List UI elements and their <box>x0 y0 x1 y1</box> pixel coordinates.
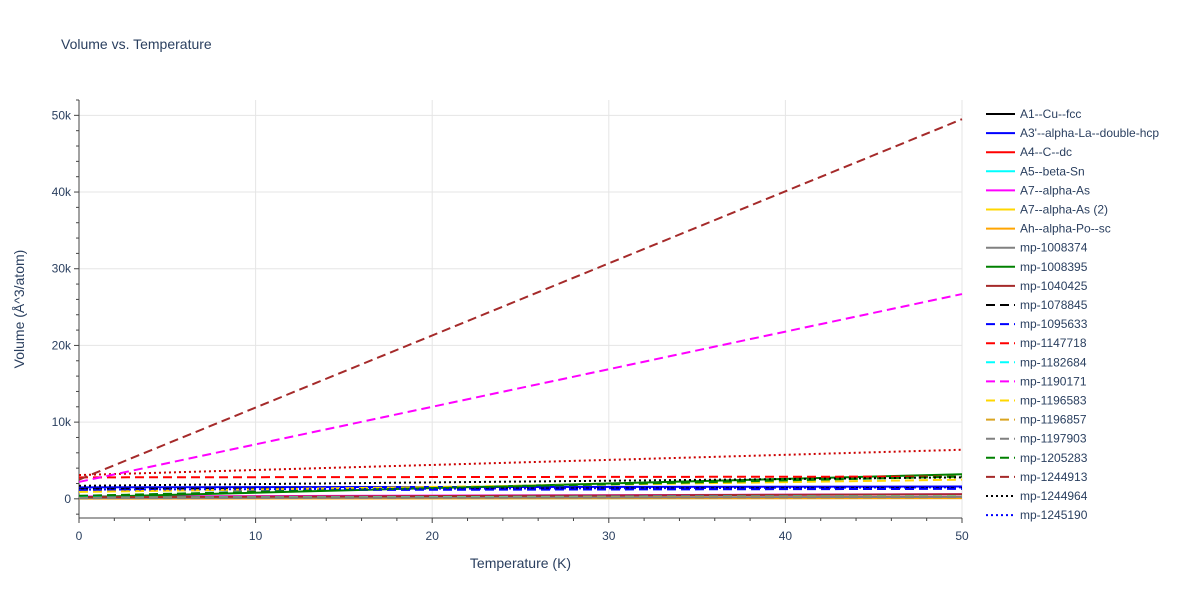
legend-label: A4--C--dc <box>1020 145 1072 159</box>
legend-item[interactable]: mp-1244913 <box>986 470 1088 484</box>
legend-item[interactable]: mp-1095633 <box>986 317 1088 331</box>
y-tick-label: 0 <box>64 492 71 506</box>
legend-label: mp-1244964 <box>1020 489 1088 503</box>
legend-item[interactable]: mp-1040425 <box>986 279 1088 293</box>
x-tick-label: 40 <box>779 529 793 543</box>
legend-item[interactable]: mp-1196857 <box>986 413 1087 427</box>
plot-area <box>78 118 963 500</box>
x-tick-label: 50 <box>955 529 969 543</box>
legend-item[interactable]: A7--alpha-As (2) <box>986 203 1108 217</box>
series-line-19 <box>78 475 963 497</box>
legend-item[interactable]: mp-1078845 <box>986 298 1088 312</box>
legend[interactable]: A1--Cu--fcc A3'--alpha-La--double-hcp A4--… <box>986 107 1159 522</box>
x-tick-label: 20 <box>426 529 440 543</box>
legend-label: A3'--alpha-La--double-hcp <box>1020 126 1159 140</box>
series-line-18 <box>78 496 963 500</box>
series-line-13 <box>78 475 963 479</box>
legend-item[interactable]: mp-1182684 <box>986 355 1087 369</box>
legend-label: mp-1147718 <box>1020 336 1087 350</box>
legend-item[interactable]: mp-1196583 <box>986 394 1087 408</box>
legend-item[interactable]: mp-1008395 <box>986 260 1088 274</box>
legend-item[interactable]: mp-1147718 <box>986 336 1087 350</box>
legend-item[interactable]: mp-1205283 <box>986 451 1088 465</box>
legend-label: mp-1197903 <box>1020 432 1087 446</box>
y-tick-label: 10k <box>52 415 72 429</box>
legend-item[interactable]: A3'--alpha-La--double-hcp <box>986 126 1159 140</box>
series-line-extra <box>78 448 963 477</box>
series-line-21 <box>78 476 963 487</box>
legend-label: mp-1078845 <box>1020 298 1088 312</box>
legend-item[interactable]: mp-1244964 <box>986 489 1088 503</box>
legend-label: mp-1205283 <box>1020 451 1088 465</box>
legend-label: mp-1095633 <box>1020 317 1088 331</box>
legend-item[interactable]: A4--C--dc <box>986 145 1072 159</box>
legend-label: A7--alpha-As (2) <box>1020 203 1108 217</box>
y-tick-label: 30k <box>52 262 72 276</box>
grid <box>78 100 963 518</box>
legend-label: mp-1196583 <box>1020 394 1087 408</box>
legend-item[interactable]: mp-1245190 <box>986 508 1088 522</box>
legend-item[interactable]: mp-1197903 <box>986 432 1087 446</box>
axes: 0 10 20 30 40 50 0 10k 20k 30k 40k 50k <box>52 99 969 543</box>
legend-item[interactable]: mp-1190171 <box>986 374 1087 388</box>
y-axis-title: Volume (Å^3/atom) <box>11 250 27 369</box>
legend-label: A5--beta-Sn <box>1020 164 1085 178</box>
legend-label: mp-1182684 <box>1020 355 1087 369</box>
legend-item[interactable]: mp-1008374 <box>986 241 1088 255</box>
legend-label: mp-1190171 <box>1020 374 1087 388</box>
series-line-22 <box>78 486 963 491</box>
x-tick-label: 30 <box>602 529 616 543</box>
y-tick-label: 40k <box>52 185 72 199</box>
x-axis-title: Temperature (K) <box>470 555 571 571</box>
y-tick-label: 50k <box>52 108 72 122</box>
y-tick-label: 20k <box>52 338 72 352</box>
legend-label: mp-1196857 <box>1020 413 1087 427</box>
legend-label: A1--Cu--fcc <box>1020 107 1081 121</box>
chart-title: Volume vs. Temperature <box>61 36 212 52</box>
series-line-20 <box>78 118 963 481</box>
legend-label: mp-1245190 <box>1020 508 1088 522</box>
legend-item[interactable]: Ah--alpha-Po--sc <box>986 222 1111 236</box>
legend-item[interactable]: A5--beta-Sn <box>986 164 1085 178</box>
legend-item[interactable]: A7--alpha-As <box>986 183 1090 197</box>
legend-label: mp-1244913 <box>1020 470 1088 484</box>
legend-label: mp-1040425 <box>1020 279 1088 293</box>
x-tick-label: 0 <box>76 529 83 543</box>
legend-label: mp-1008395 <box>1020 260 1088 274</box>
legend-label: Ah--alpha-Po--sc <box>1020 222 1111 236</box>
legend-item[interactable]: A1--Cu--fcc <box>986 107 1081 121</box>
legend-label: A7--alpha-As <box>1020 183 1090 197</box>
x-tick-label: 10 <box>249 529 263 543</box>
legend-label: mp-1008374 <box>1020 241 1088 255</box>
series-line-15 <box>78 293 963 483</box>
